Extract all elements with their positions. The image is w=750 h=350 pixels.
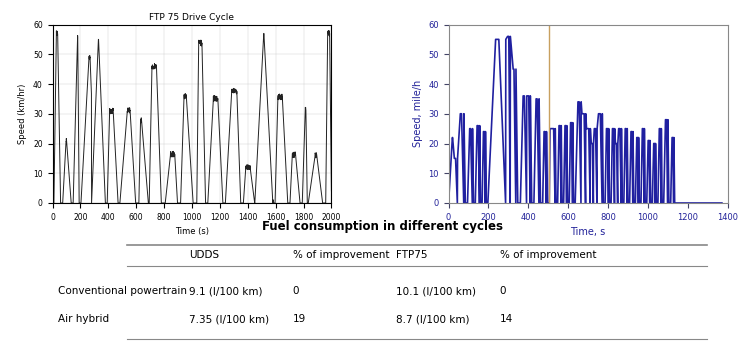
Text: 9.1 (l/100 km): 9.1 (l/100 km)	[189, 286, 262, 296]
Text: 14: 14	[500, 314, 513, 324]
Text: % of improvement: % of improvement	[500, 251, 596, 260]
Text: 8.7 (l/100 km): 8.7 (l/100 km)	[396, 314, 470, 324]
Text: % of improvement: % of improvement	[292, 251, 389, 260]
Text: 10.1 (l/100 km): 10.1 (l/100 km)	[396, 286, 476, 296]
Y-axis label: Speed, mile/h: Speed, mile/h	[413, 80, 423, 147]
Text: 0: 0	[500, 286, 506, 296]
Text: Air hybrid: Air hybrid	[58, 314, 110, 324]
Text: 7.35 (l/100 km): 7.35 (l/100 km)	[189, 314, 269, 324]
Text: UDDS: UDDS	[189, 251, 220, 260]
X-axis label: Time, s: Time, s	[571, 227, 606, 237]
Text: Conventional powertrain: Conventional powertrain	[58, 286, 188, 296]
X-axis label: Time (s): Time (s)	[175, 227, 209, 236]
Text: FTP75: FTP75	[396, 251, 427, 260]
Y-axis label: Speed (km/hr): Speed (km/hr)	[19, 84, 28, 144]
Text: Fuel consumption in different cycles: Fuel consumption in different cycles	[262, 220, 503, 233]
Text: 19: 19	[292, 314, 306, 324]
Text: 0: 0	[292, 286, 299, 296]
Title: FTP 75 Drive Cycle: FTP 75 Drive Cycle	[149, 13, 235, 22]
